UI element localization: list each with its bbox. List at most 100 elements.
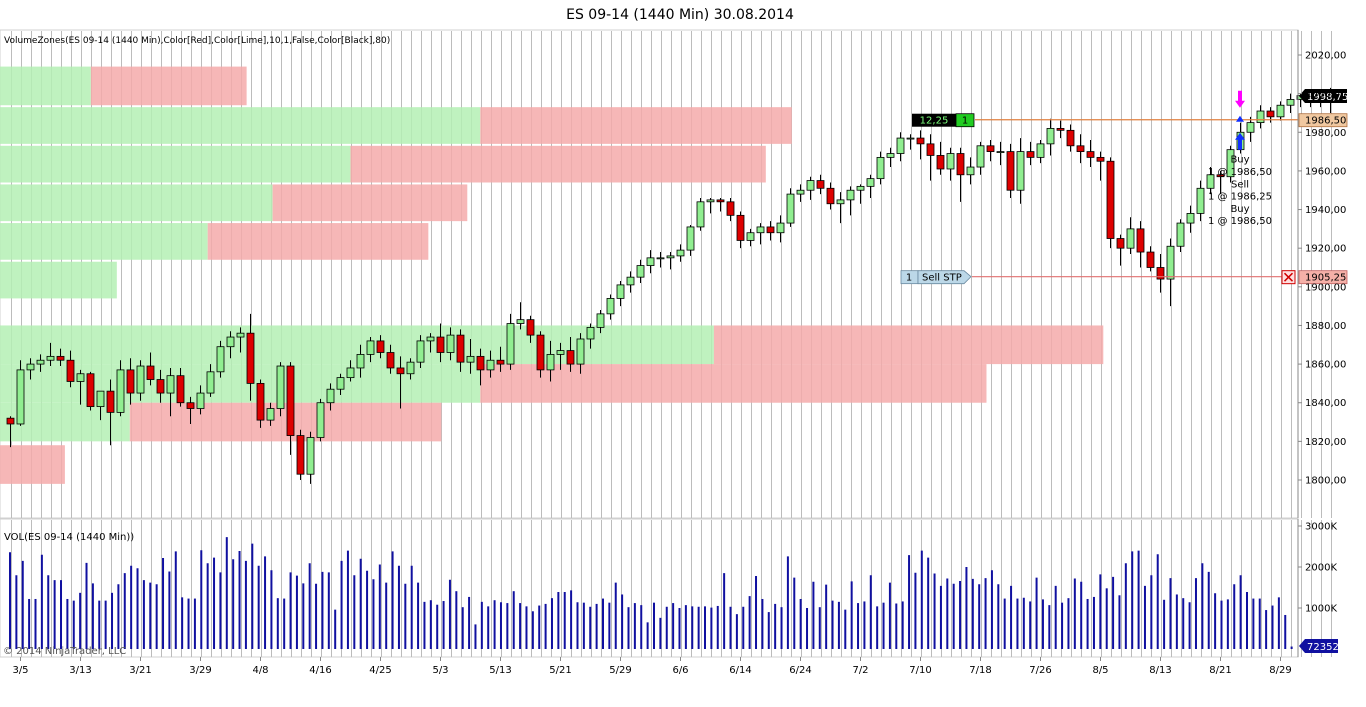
candle-down — [56, 355, 65, 361]
candle-up — [446, 334, 455, 353]
execution-annotation-text: 1 @ 1986,50 — [1208, 167, 1272, 178]
candle-up — [1126, 228, 1135, 249]
time-axis[interactable]: 3/5 3/13 3/21 3/29 4/8 4/16 4/25 5/3 5/13 5/21 5/2… — [12, 657, 1292, 676]
candle-down — [1096, 156, 1105, 162]
stop-order-type-badge — [917, 270, 972, 285]
candle-up — [1046, 128, 1055, 145]
candle-up — [666, 255, 675, 259]
candle-up — [876, 156, 885, 180]
price-tick-label: 1940,00 — [1305, 205, 1346, 216]
candle-up — [576, 338, 585, 365]
candle-up — [1276, 104, 1285, 118]
candle-up — [586, 326, 595, 340]
candle-down — [1086, 151, 1095, 158]
candle-down — [956, 153, 965, 176]
candle-down — [1076, 145, 1085, 152]
entry-price-axis-label — [1298, 113, 1348, 128]
candle-up — [636, 265, 645, 278]
execution-annotation-text: 1 @ 1986,50 — [1208, 216, 1272, 227]
time-tick-label: 5/29 — [609, 665, 631, 676]
last-price-marker — [1299, 89, 1347, 104]
candle-down — [256, 383, 265, 421]
candle-up — [1286, 99, 1295, 106]
candle-down — [826, 187, 835, 205]
candle-up — [196, 392, 205, 409]
price-tick-label: 1980,00 — [1305, 128, 1346, 139]
time-tick-label: 4/25 — [369, 665, 391, 676]
time-tick-label: 8/13 — [1149, 665, 1171, 676]
candle-up — [1206, 174, 1215, 189]
time-tick-label: 6/14 — [729, 665, 751, 676]
candle-up — [76, 373, 85, 382]
candle-up — [216, 346, 225, 373]
candles-layer — [6, 87, 1335, 484]
volume-axis[interactable]: 1000K 2000K 3000K — [1298, 522, 1337, 615]
candle-up — [606, 298, 615, 315]
candle-down — [396, 367, 405, 375]
time-tick-label: 7/2 — [852, 665, 868, 676]
candle-down — [456, 334, 465, 363]
position-pnl-text: 12,25 — [920, 116, 949, 127]
candle-up — [556, 350, 565, 355]
candle-up — [836, 199, 845, 205]
candle-up — [866, 178, 875, 187]
candle-down — [716, 199, 725, 203]
buy-volume-zone — [0, 261, 117, 299]
candle-up — [856, 185, 865, 191]
candle-up — [346, 367, 355, 379]
candle-up — [516, 319, 525, 324]
candle-down — [496, 359, 505, 365]
candle-up — [806, 180, 815, 191]
candle-up — [486, 359, 495, 371]
sell-volume-zone — [480, 364, 987, 403]
candle-up — [96, 390, 105, 407]
time-tick-label: 7/10 — [909, 665, 931, 676]
buy-volume-zone — [0, 223, 208, 260]
candle-up — [896, 137, 905, 154]
execution-annotation-text: Buy — [1230, 204, 1249, 215]
sell-volume-zone — [129, 402, 442, 442]
candle-down — [296, 435, 305, 475]
sell-volume-zone — [207, 223, 429, 260]
sell-volume-zone — [350, 145, 766, 183]
candle-up — [776, 222, 785, 234]
candle-up — [756, 226, 765, 234]
candle-up — [906, 137, 915, 140]
time-tick-label: 4/8 — [252, 665, 268, 676]
volume-panel-label: VOL(ES 09-14 (1440 Min)) — [4, 532, 134, 543]
candle-down — [1156, 267, 1165, 280]
candle-up — [1016, 151, 1025, 191]
time-tick-label: 8/29 — [1269, 665, 1291, 676]
candle-down — [1216, 174, 1225, 178]
price-axis[interactable]: 1800,00 1820,00 1840,00 1860,00 1880,00 1900,… — [1298, 51, 1346, 487]
candle-up — [616, 284, 625, 299]
candle-up — [596, 313, 605, 328]
time-tick-label: 7/26 — [1029, 665, 1051, 676]
sell-volume-zone — [272, 184, 468, 222]
time-tick-label: 4/16 — [309, 665, 331, 676]
candle-down — [1136, 228, 1145, 253]
volume-tick-label: 3000K — [1305, 522, 1337, 533]
price-tick-label: 1840,00 — [1305, 398, 1346, 409]
candle-up — [686, 226, 695, 251]
candle-up — [416, 340, 425, 363]
candle-up — [706, 199, 715, 203]
candle-up — [976, 145, 985, 168]
candle-up — [696, 201, 705, 228]
candle-down — [86, 373, 95, 407]
candle-down — [536, 334, 545, 371]
price-tick-label: 1860,00 — [1305, 360, 1346, 371]
candle-up — [966, 166, 975, 176]
candle-up — [1226, 149, 1235, 178]
candle-down — [1056, 128, 1065, 131]
candle-up — [306, 437, 315, 475]
candle-down — [286, 365, 295, 436]
buy-volume-zone — [0, 184, 273, 222]
buy-volume-zone — [0, 145, 351, 183]
candle-up — [26, 363, 35, 371]
stop-order-type-text: Sell STP — [922, 273, 962, 284]
candle-up — [266, 408, 275, 421]
time-tick-label: 6/24 — [789, 665, 811, 676]
buy-volume-zone — [0, 66, 91, 106]
sell-volume-zone — [0, 445, 65, 484]
